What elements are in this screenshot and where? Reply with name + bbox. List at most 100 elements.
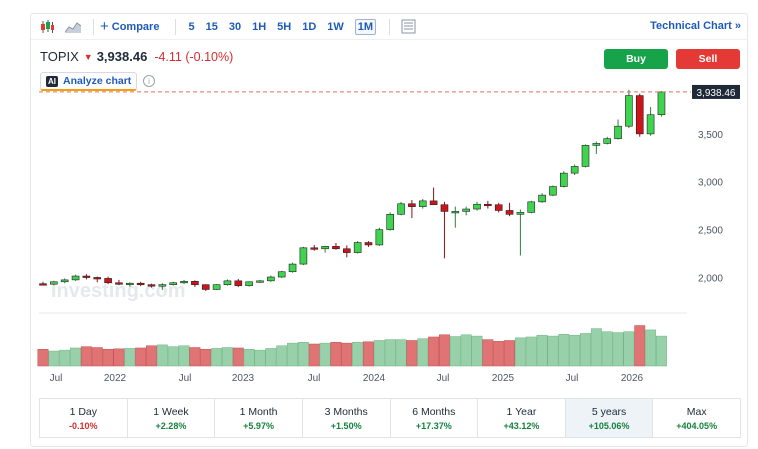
candle-body [147, 284, 156, 287]
y-tick-label: 3,500 [698, 130, 723, 141]
compare-button[interactable]: + Compare [100, 18, 160, 35]
sell-button[interactable]: Sell [676, 49, 740, 69]
volume-bar [37, 349, 49, 367]
volume-bar [352, 341, 364, 367]
performance-tab-6-months[interactable]: 6 Months +17.37% [391, 399, 479, 437]
y-tick-label: 2,500 [698, 226, 723, 237]
x-tick-label: 2022 [104, 373, 127, 384]
candle-body [494, 204, 503, 211]
candle-body [451, 211, 460, 214]
volume-bar [590, 328, 602, 367]
period-1d[interactable]: 1D [302, 20, 317, 33]
volume-bar [482, 339, 494, 367]
volume-bar [439, 334, 450, 367]
performance-value: +17.37% [415, 420, 452, 431]
performance-value: +2.28% [155, 420, 187, 431]
performance-tab-1-day[interactable]: 1 Day -0.10% [40, 399, 128, 437]
volume-bar [59, 349, 71, 367]
volume-bar [297, 341, 309, 367]
period-30[interactable]: 30 [228, 20, 242, 33]
candle-body [191, 281, 199, 285]
candle-body [592, 143, 601, 146]
price-change: -4.11 (-0.10%) [154, 49, 234, 64]
performance-tab-5-years[interactable]: 5 years +105.06% [565, 399, 654, 437]
price-chart[interactable]: Investing.com2,0002,5003,0003,5004,0003,… [31, 14, 747, 398]
performance-tab-1-year[interactable]: 1 Year +43.12% [478, 399, 566, 437]
candle-body [245, 281, 253, 286]
candle-body [234, 280, 243, 286]
data-table-icon[interactable] [400, 19, 416, 35]
volume-bar [569, 334, 581, 367]
technical-chart-link[interactable]: Technical Chart » [650, 20, 741, 32]
x-tick-label: Jul [50, 373, 63, 384]
volume-bar [102, 349, 114, 367]
toolbar-divider [93, 18, 94, 35]
volume-bar [70, 347, 81, 367]
buy-button[interactable]: Buy [604, 49, 668, 69]
performance-label: 3 Months [324, 405, 368, 418]
candle-body [603, 138, 612, 144]
volume-bar [135, 347, 147, 367]
volume-bar [80, 346, 92, 367]
x-tick-label: Jul [308, 373, 321, 384]
y-tick-label: 2,000 [698, 273, 723, 284]
x-tick-label: 2026 [621, 373, 644, 384]
performance-tab-1-week[interactable]: 1 Week +2.28% [128, 399, 216, 437]
volume-bar [254, 349, 266, 367]
candle-body [126, 282, 134, 286]
x-tick-label: Jul [179, 373, 192, 384]
performance-label: 5 years [591, 405, 627, 418]
volume-bar [232, 347, 244, 367]
performance-tab-3-months[interactable]: 3 Months +1.50% [303, 399, 391, 437]
performance-tabs: 1 Day -0.10% 1 Week +2.28% 1 Month +5.97% 3 Mo… [39, 398, 741, 438]
performance-label: 1 Month [239, 405, 278, 418]
period-5h[interactable]: 5H [277, 20, 292, 33]
performance-tab-max[interactable]: Max +404.05% [653, 399, 740, 437]
analyze-chart-label: Analyze chart [63, 75, 132, 87]
volume-bar [514, 337, 526, 367]
candle-body [657, 91, 666, 116]
toolbar-divider [175, 18, 177, 35]
period-15[interactable]: 15 [205, 20, 218, 33]
volume-bar [178, 345, 190, 367]
volume-bar [417, 338, 429, 367]
volume-bar [341, 342, 353, 367]
candle-body [527, 201, 536, 213]
performance-label: 1 Week [153, 405, 189, 418]
period-1m[interactable]: 1M [354, 18, 377, 35]
candle-body [429, 200, 438, 206]
candle-body [473, 203, 481, 210]
performance-tab-1-month[interactable]: 1 Month +5.97% [215, 399, 303, 437]
volume-bar [211, 348, 223, 367]
period-1w[interactable]: 1W [327, 20, 344, 33]
candlestick-icon[interactable] [39, 19, 55, 35]
quote-header: TOPIX ▼ 3,938.46 -4.11 (-0.10%) [40, 49, 233, 64]
candle-body [288, 263, 297, 273]
candle-body [256, 280, 264, 283]
candle-body [559, 172, 568, 187]
performance-value: +105.06% [588, 420, 630, 431]
candle-body [104, 278, 112, 284]
volume-bar [363, 341, 374, 367]
x-tick-label: Jul [566, 373, 579, 384]
volume-bar [330, 341, 342, 367]
candle-body [397, 203, 405, 215]
candle-body [180, 281, 188, 284]
candle-body [570, 166, 579, 174]
analyze-chart-button[interactable]: AI Analyze chart [40, 72, 138, 91]
area-chart-icon[interactable] [65, 19, 81, 35]
performance-value: +404.05% [676, 420, 718, 431]
volume-bar [276, 345, 288, 367]
candle-body [321, 246, 329, 250]
candle-body [50, 281, 58, 285]
candle-body [353, 242, 362, 253]
period-1h[interactable]: 1H [252, 20, 267, 33]
x-tick-label: 2025 [492, 373, 515, 384]
volume-bar [156, 344, 168, 367]
info-icon[interactable]: i [143, 75, 155, 87]
candle-body [201, 284, 210, 290]
volume-bar [601, 331, 613, 367]
period-5[interactable]: 5 [188, 20, 195, 33]
candle-body [299, 247, 308, 265]
performance-label: Max [686, 405, 707, 418]
